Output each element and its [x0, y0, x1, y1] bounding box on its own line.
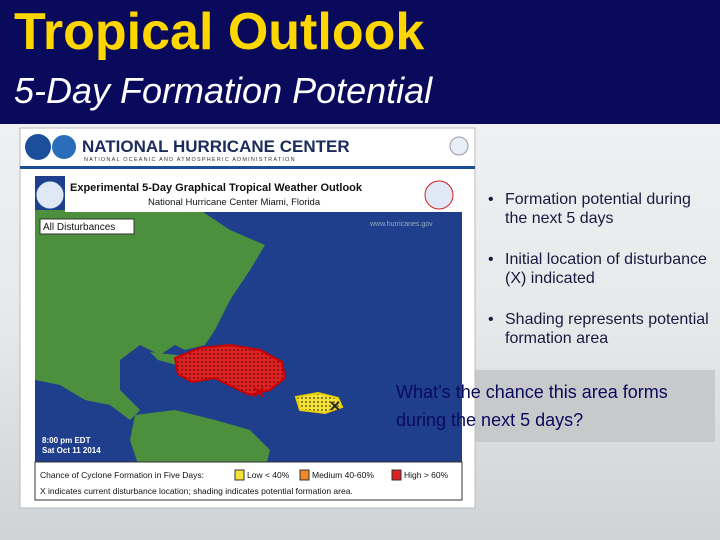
filter-box: [39, 218, 135, 235]
map-land: [35, 210, 265, 420]
map-logo: [424, 180, 454, 210]
legend-swatch: [299, 469, 310, 481]
agency: NATIONAL HURRICANE CENTER: [82, 137, 350, 156]
noaa-logo: [25, 134, 51, 160]
subtitle: 5-Day Formation Potential: [14, 70, 433, 111]
map-logo: [35, 180, 65, 210]
callout-text: What’s the chance this area forms during…: [396, 382, 668, 430]
bullet-list: Formation potential during the next 5 da…: [488, 190, 713, 370]
time: 8:00 pm EDT: [42, 436, 91, 445]
disturbance-x: ✕: [252, 385, 265, 402]
map-subtitle: National Hurricane Center Miami, Florida: [148, 197, 321, 208]
legend-low: Low < 40%: [247, 470, 290, 480]
nws-logo: [52, 135, 76, 159]
legend-note: X indicates current disturbance location…: [40, 486, 353, 496]
date: Sat Oct 11 2014: [42, 446, 101, 455]
bullet: Shading represents potential formation a…: [488, 310, 713, 348]
legend-title: Chance of Cyclone Formation in Five Days…: [40, 470, 204, 480]
map-title-box: [65, 176, 462, 212]
map-title: Experimental 5-Day Graphical Tropical We…: [70, 182, 363, 194]
website: www.hurricanes.gov: [369, 221, 433, 228]
bullet: Formation potential during the next 5 da…: [488, 190, 713, 228]
legend-high: High > 60%: [404, 470, 449, 480]
divider: [20, 166, 475, 169]
high-area: [173, 343, 287, 397]
icon: [449, 136, 469, 156]
low-area: [294, 391, 344, 415]
legend-swatch: [234, 469, 245, 481]
disturbance-x: ✕: [329, 398, 341, 414]
title: Tropical Outlook: [14, 3, 425, 61]
legend-box: [34, 461, 463, 501]
parent-agency: NATIONAL OCEANIC AND ATMOSPHERIC ADMINIS…: [84, 157, 296, 163]
bullet: Initial location of disturbance (X) indi…: [488, 250, 713, 288]
legend-swatch: [391, 469, 402, 481]
legend-medium: Medium 40-60%: [312, 470, 374, 480]
header: Tropical Outlook 5-Day Formation Potenti…: [0, 0, 720, 124]
filter: All Disturbances: [43, 222, 115, 233]
